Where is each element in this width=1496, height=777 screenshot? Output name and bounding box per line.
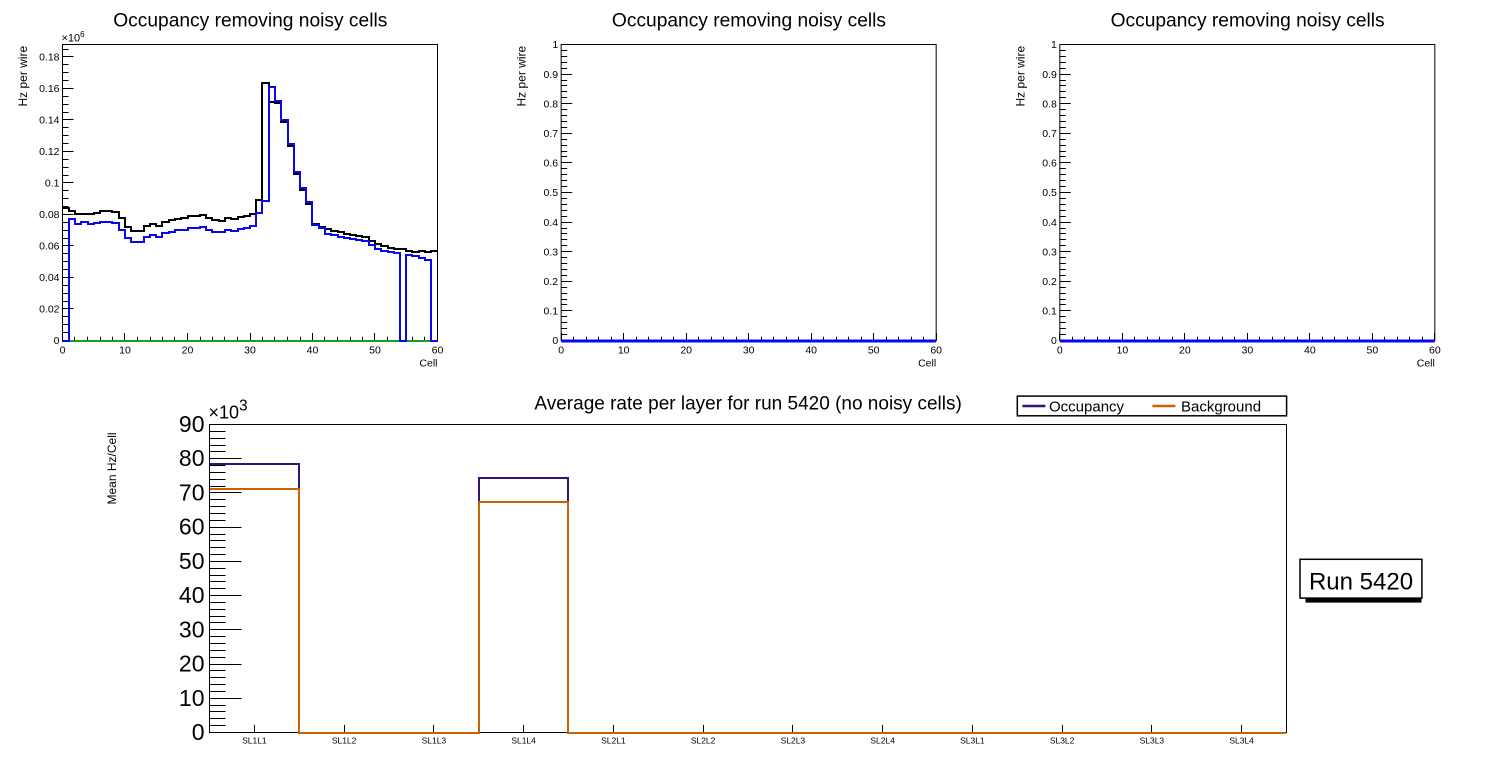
svg-text:Occupancy removing noisy cells: Occupancy removing noisy cells [1111,10,1385,31]
svg-text:SL2L1: SL2L1 [601,736,626,746]
svg-text:0.1: 0.1 [1042,306,1057,318]
svg-text:0: 0 [60,345,66,357]
svg-text:0.6: 0.6 [1042,158,1057,170]
svg-text:30: 30 [1241,345,1253,357]
svg-text:SL3L3: SL3L3 [1140,736,1165,746]
svg-text:60: 60 [1429,345,1441,357]
svg-text:SL2L3: SL2L3 [781,736,806,746]
svg-text:50: 50 [868,345,880,357]
svg-text:80: 80 [179,445,205,471]
svg-text:Occupancy removing noisy cells: Occupancy removing noisy cells [113,10,387,31]
svg-text:40: 40 [1304,345,1316,357]
svg-text:20: 20 [1179,345,1191,357]
svg-text:20: 20 [680,345,692,357]
svg-text:Hz per wire: Hz per wire [1013,45,1027,106]
svg-text:0: 0 [192,719,205,745]
svg-text:Cell: Cell [1417,358,1435,370]
svg-text:20: 20 [179,651,205,677]
svg-text:10: 10 [119,345,131,357]
svg-text:0.04: 0.04 [39,272,60,284]
svg-text:50: 50 [1366,345,1378,357]
svg-text:Hz per wire: Hz per wire [16,45,30,106]
svg-text:50: 50 [179,548,205,574]
svg-text:0.1: 0.1 [544,306,559,318]
svg-text:Average rate per layer for run: Average rate per layer for run 5420 (no … [534,394,961,415]
svg-text:0: 0 [1051,335,1057,347]
svg-text:0.2: 0.2 [1042,276,1057,288]
svg-text:0.8: 0.8 [544,98,559,110]
svg-text:70: 70 [179,479,205,505]
svg-text:30: 30 [179,616,205,642]
svg-text:Occupancy: Occupancy [1049,398,1125,415]
svg-text:0.7: 0.7 [544,128,559,140]
svg-text:0.12: 0.12 [39,146,60,158]
svg-text:Mean Hz/Cell: Mean Hz/Cell [105,432,119,504]
svg-text:10: 10 [1116,345,1128,357]
svg-text:×106: ×106 [62,30,86,45]
svg-text:0.1: 0.1 [45,178,60,190]
svg-text:0: 0 [54,335,60,347]
svg-text:1: 1 [1051,39,1057,51]
svg-text:0.9: 0.9 [544,69,559,81]
svg-text:SL2L4: SL2L4 [870,736,895,746]
svg-text:0.18: 0.18 [39,52,60,64]
svg-text:Hz per wire: Hz per wire [515,45,529,106]
svg-text:0.06: 0.06 [39,241,60,253]
svg-text:10: 10 [618,345,630,357]
svg-text:0.08: 0.08 [39,209,60,221]
svg-text:SL3L4: SL3L4 [1229,736,1254,746]
svg-text:0.8: 0.8 [1042,98,1057,110]
svg-text:SL1L3: SL1L3 [422,736,447,746]
svg-text:60: 60 [179,514,205,540]
svg-text:0.16: 0.16 [39,83,60,95]
svg-text:0.3: 0.3 [1042,246,1057,258]
svg-text:50: 50 [369,345,381,357]
svg-text:1: 1 [552,39,558,51]
svg-text:10: 10 [179,685,205,711]
svg-text:0: 0 [558,345,564,357]
svg-text:0.5: 0.5 [1042,187,1057,199]
svg-text:0: 0 [1057,345,1063,357]
svg-text:0.2: 0.2 [544,276,559,288]
svg-text:0.9: 0.9 [1042,69,1057,81]
svg-text:Cell: Cell [918,358,936,370]
svg-text:40: 40 [805,345,817,357]
svg-text:Run 5420: Run 5420 [1309,569,1413,596]
svg-text:0.4: 0.4 [544,217,559,229]
svg-text:0: 0 [552,335,558,347]
svg-text:30: 30 [743,345,755,357]
svg-text:0.4: 0.4 [1042,217,1057,229]
svg-text:60: 60 [432,345,444,357]
svg-text:0.6: 0.6 [544,158,559,170]
svg-text:SL3L2: SL3L2 [1050,736,1075,746]
svg-text:0.3: 0.3 [544,246,559,258]
svg-text:0.5: 0.5 [544,187,559,199]
svg-text:40: 40 [307,345,319,357]
svg-text:30: 30 [244,345,256,357]
svg-text:0.14: 0.14 [39,115,60,127]
svg-text:40: 40 [179,582,205,608]
svg-text:Background: Background [1181,398,1261,415]
svg-text:SL1L4: SL1L4 [511,736,536,746]
svg-text:Occupancy removing noisy cells: Occupancy removing noisy cells [612,10,886,31]
svg-text:90: 90 [179,411,205,437]
svg-text:SL3L1: SL3L1 [960,736,985,746]
svg-text:20: 20 [182,345,194,357]
svg-text:60: 60 [930,345,942,357]
svg-text:0.02: 0.02 [39,304,60,316]
svg-text:Cell: Cell [419,358,437,370]
svg-text:0.7: 0.7 [1042,128,1057,140]
svg-text:SL1L1: SL1L1 [242,736,267,746]
svg-text:SL2L2: SL2L2 [691,736,716,746]
svg-text:SL1L2: SL1L2 [332,736,357,746]
